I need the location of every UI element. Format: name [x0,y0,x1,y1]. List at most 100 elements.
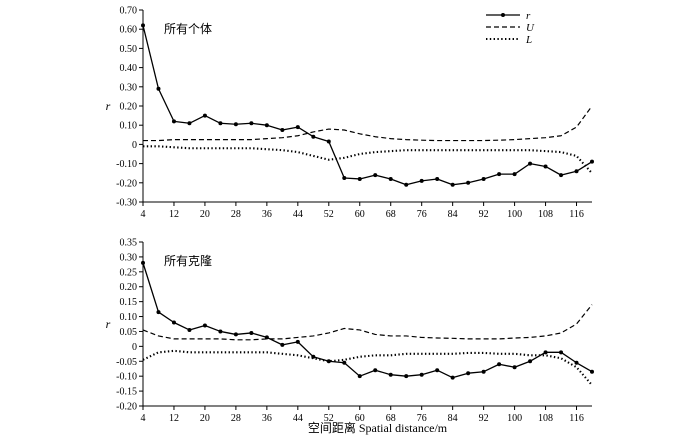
x-tick-label: 100 [507,209,522,220]
x-tick-label: 52 [324,209,334,220]
data-point-r [543,350,548,355]
x-tick-label: 36 [262,413,272,424]
data-point-r [528,359,533,364]
chart-panel-2: 0.35 0.30 0.25 0.20 0.15 0.10 0.05 0 -0.05 -0.10 -… [106,238,594,435]
data-point-r [295,125,300,130]
x-tick-label: 60 [355,413,365,424]
data-point-r [156,86,161,91]
x-tick-label: 84 [448,209,458,220]
data-point-r [171,119,176,124]
x-tick-label: 116 [569,413,584,424]
panel-title: 所有克隆 [164,253,212,268]
series-line-l [143,145,593,174]
x-tick-label: 44 [293,413,303,424]
data-point-r [404,182,409,187]
data-point-r [233,332,238,337]
data-point-r [388,372,393,377]
y-tick-label: 0.50 [120,44,138,55]
legend-label-r: r [526,10,531,22]
data-point-r [342,360,347,365]
x-tick-label: 108 [538,209,553,220]
x-axis-label: 空间距离 Spatial distance/m [308,420,448,435]
data-point-r [249,121,254,126]
x-tick-label: 12 [169,209,179,220]
series-line-l [142,349,593,386]
data-point-r [280,342,285,347]
data-point-r [357,374,362,379]
data-point-r [559,173,564,178]
data-point-r [450,375,455,380]
data-point-r [559,350,564,355]
x-tick-label: 84 [448,413,458,424]
data-point-r [311,134,316,139]
x-tick-label: 4 [141,209,146,220]
x-tick-label: 68 [386,413,396,424]
data-point-r [590,159,594,164]
data-point-r [481,369,486,374]
x-tick-label: 4 [141,413,146,424]
y-tick-label: -0.10 [116,372,137,383]
x-tick-label: 20 [200,413,210,424]
data-point-r [419,372,424,377]
x-tick-label: 92 [479,209,489,220]
y-tick-label: 0.10 [120,312,138,323]
data-point-r [404,374,409,379]
x-tick-label: 76 [417,209,427,220]
y-tick-label: 0.30 [120,82,138,93]
y-tick-label: -0.20 [116,178,137,189]
data-point-r [326,139,331,144]
y-tick-label: 0.70 [120,6,138,17]
y-tick-label: -0.05 [116,357,137,368]
data-point-r [373,368,378,373]
data-point-r [342,176,347,180]
data-point-r [512,365,517,370]
legend-label-l: L [525,34,532,46]
data-point-r [357,176,362,181]
data-point-r [512,172,517,177]
y-tick-label: 0.25 [120,267,138,278]
y-tick-label: -0.20 [116,402,137,413]
y-tick-label: 0.20 [120,282,138,293]
x-tick-label: 12 [169,413,179,424]
x-tick-label: 60 [355,209,365,220]
x-tick-label: 116 [569,209,584,220]
data-point-r [388,176,393,181]
data-point-r [435,368,440,373]
x-tick-label: 44 [293,209,303,220]
chart-panel-1: 0.70 0.60 0.50 0.40 0.30 0.20 0.10 0 -0.10 -0.20 -… [106,6,594,220]
y-tick-label: -0.15 [116,387,137,398]
data-point-r [543,164,548,169]
data-point-r [141,260,145,265]
data-point-r [187,121,192,126]
data-point-r [264,123,269,128]
y-tick-label: 0.20 [120,102,138,113]
legend-label-u: U [526,22,535,34]
legend: rUL [486,10,535,46]
x-tick-label: 20 [200,209,210,220]
data-point-r [218,121,223,126]
data-point-r [574,360,579,365]
x-tick-label: 52 [324,413,334,424]
data-point-r [419,178,424,183]
series-line-u [142,304,593,341]
data-point-r [187,327,192,332]
y-tick-label: 0.60 [120,25,138,36]
data-point-r [156,310,161,315]
data-point-r [466,371,471,376]
y-axis-label: r [106,99,111,113]
data-point-r [171,320,176,325]
data-point-r [481,176,486,181]
y-tick-label: -0.30 [116,198,137,209]
panel-title: 所有个体 [164,22,212,36]
data-point-r [280,128,285,132]
x-tick-label: 68 [386,209,396,220]
data-point-r [528,161,533,166]
data-point-r [233,122,238,127]
data-point-r [141,23,145,28]
data-point-r [574,169,579,174]
y-tick-label: 0.15 [120,297,138,308]
data-point-r [295,339,300,344]
data-point-r [497,362,502,367]
data-point-r [202,113,207,118]
